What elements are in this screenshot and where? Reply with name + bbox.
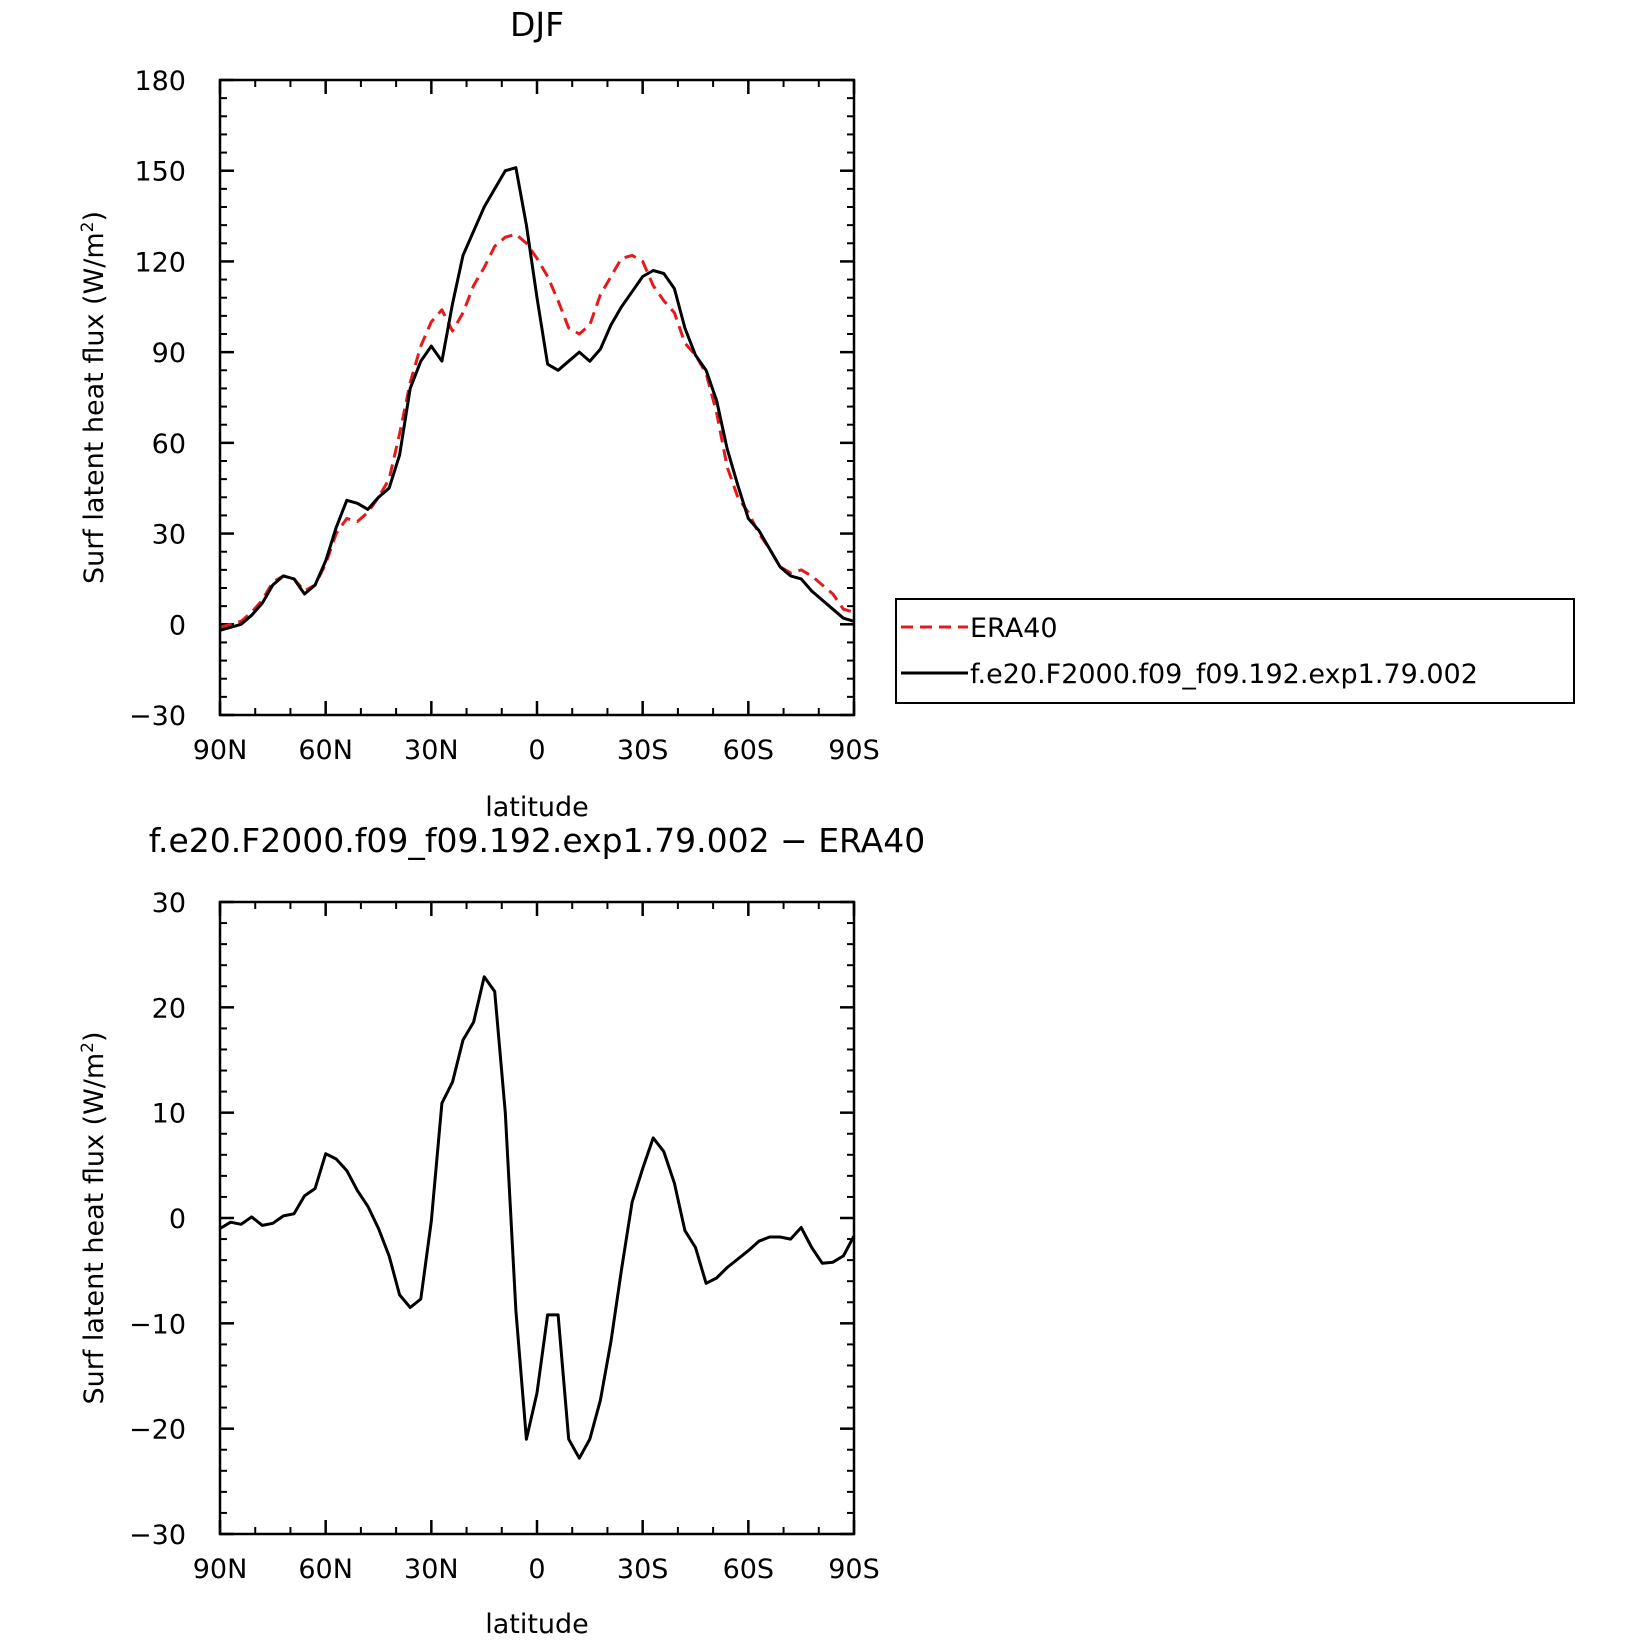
plot-frame xyxy=(218,900,856,1536)
legend: ERA40 f.e20.F2000.f09_f09.192.exp1.79.00… xyxy=(895,598,1575,704)
axis-ticks: 90N 60N 30N 0 30S 60S 90S −30 0 30 60 90 120 150 180 xyxy=(129,66,880,766)
y-axis-title: Surf latent heat flux (W/m2) xyxy=(78,211,110,584)
panel-djf: DJF 90N 60N 30N 0 30S 60S 90S −30 0 30 60 90 120 150 1… xyxy=(78,5,880,823)
x-tick-label: 90N xyxy=(193,1554,248,1585)
y-axis-title-superscript: 2 xyxy=(78,1042,98,1053)
y-axis-title-superscript: 2 xyxy=(78,222,98,233)
x-tick-label: 90S xyxy=(828,735,880,766)
x-tick-label: 60S xyxy=(723,1554,775,1585)
y-tick-label: 150 xyxy=(134,157,186,188)
y-axis-title-text: Surf latent heat flux (W/m xyxy=(79,1053,110,1405)
series-line-model xyxy=(219,166,855,632)
x-tick-label: 0 xyxy=(528,735,545,766)
y-tick-label: −20 xyxy=(129,1415,186,1446)
y-tick-label: 30 xyxy=(152,520,186,551)
plot-title: f.e20.F2000.f09_f09.192.exp1.79.002 − ER… xyxy=(149,821,925,860)
x-tick-label: 0 xyxy=(528,1554,545,1585)
x-tick-label: 30N xyxy=(404,1554,459,1585)
x-tick-label: 60N xyxy=(298,735,353,766)
y-tick-label: −30 xyxy=(129,1520,186,1551)
series-line-era40 xyxy=(219,232,855,629)
y-tick-label: 0 xyxy=(169,610,186,641)
y-axis-title-text: Surf latent heat flux (W/m xyxy=(79,232,110,584)
y-axis-title-end: ) xyxy=(79,1031,110,1042)
legend-label-era40: ERA40 xyxy=(970,613,1058,644)
x-tick-label: 30S xyxy=(617,1554,669,1585)
y-tick-label: 90 xyxy=(152,338,186,369)
y-tick-label: 180 xyxy=(134,66,186,97)
plot-title: DJF xyxy=(510,5,564,44)
x-tick-label: 30S xyxy=(617,735,669,766)
y-axis-title-end: ) xyxy=(79,211,110,222)
x-axis-title: latitude xyxy=(485,1609,589,1640)
x-tick-label: 90N xyxy=(193,735,248,766)
y-tick-label: −10 xyxy=(129,1309,186,1340)
legend-box xyxy=(895,598,1575,704)
x-tick-label: 60S xyxy=(723,735,775,766)
y-tick-label: 30 xyxy=(152,888,186,919)
y-tick-label: 60 xyxy=(152,429,186,460)
x-axis-title: latitude xyxy=(485,792,589,823)
y-tick-label: 10 xyxy=(152,1099,186,1130)
x-tick-label: 30N xyxy=(404,735,459,766)
legend-label-model: f.e20.F2000.f09_f09.192.exp1.79.002 xyxy=(970,659,1478,690)
series-line-model xyxy=(219,975,856,1460)
y-tick-label: 120 xyxy=(134,247,186,278)
panel-difference: f.e20.F2000.f09_f09.192.exp1.79.002 − ER… xyxy=(78,821,925,1640)
series-layer xyxy=(219,975,856,1460)
y-axis-title: Surf latent heat flux (W/m2) xyxy=(78,1031,110,1404)
plot-frame xyxy=(218,78,856,717)
y-tick-label: 20 xyxy=(152,993,186,1024)
y-tick-label: −30 xyxy=(129,701,186,732)
x-tick-label: 90S xyxy=(828,1554,880,1585)
x-tick-label: 60N xyxy=(298,1554,353,1585)
y-tick-label: 0 xyxy=(169,1204,186,1235)
series-layer xyxy=(219,166,855,632)
